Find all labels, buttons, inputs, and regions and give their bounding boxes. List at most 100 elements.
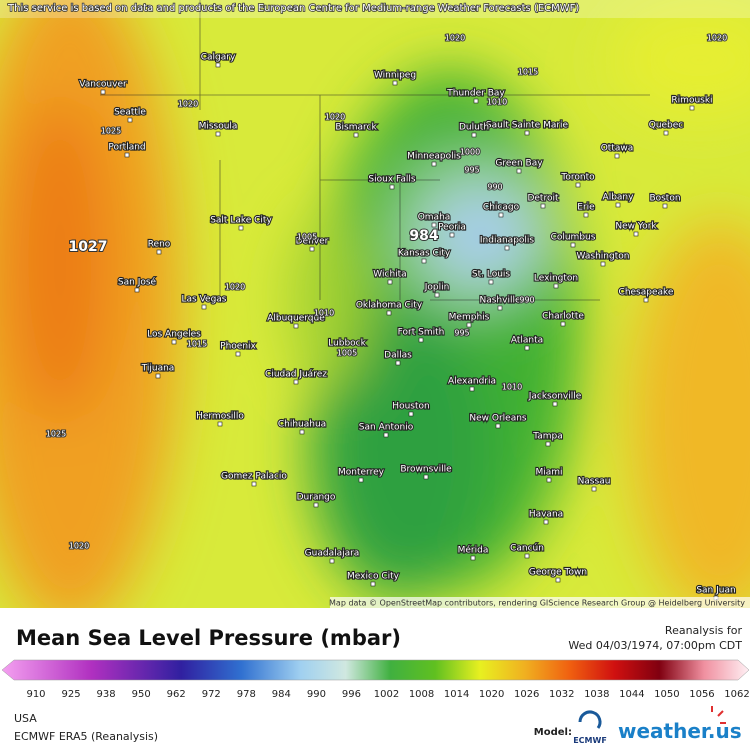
city-label: Sault Sainte Marie — [486, 121, 569, 131]
credit-bg — [330, 597, 750, 608]
city-label: Memphis — [449, 313, 490, 323]
city-marker — [421, 258, 427, 264]
map: This service is based on data and produc… — [0, 0, 750, 630]
isobar-label: 1010 — [314, 309, 334, 318]
city-marker — [524, 130, 530, 136]
isobar-label: 1015 — [187, 340, 207, 349]
city-label: Tampa — [532, 432, 563, 442]
city-marker — [469, 386, 475, 392]
city-marker — [124, 152, 130, 158]
colorbar-tick-label: 1044 — [619, 689, 644, 700]
city-marker — [497, 305, 503, 311]
city-label: Erie — [577, 203, 595, 213]
city-marker — [156, 249, 162, 255]
city-marker — [498, 212, 504, 218]
city-label: Durango — [297, 493, 336, 503]
city-label: Cancún — [510, 544, 544, 554]
city-label: Houston — [392, 402, 429, 412]
city-label: Wichita — [373, 270, 406, 280]
colorbar-tick-label: 1002 — [374, 689, 399, 700]
ecmwf-icon — [578, 710, 602, 729]
city-label: Sioux Falls — [368, 175, 415, 185]
city-label: Chesapeake — [619, 288, 674, 298]
city-marker — [600, 261, 606, 267]
city-marker — [313, 502, 319, 508]
city-marker — [560, 321, 566, 327]
city-marker — [383, 432, 389, 438]
isobar-label: 1020 — [178, 100, 198, 109]
city-label: Oklahoma City — [356, 301, 423, 311]
city-label: New York — [615, 222, 657, 232]
city-label: Mérida — [458, 545, 489, 556]
city-marker — [575, 182, 581, 188]
colorbar-tick-label: 1032 — [549, 689, 574, 700]
city-label: Tijuana — [141, 364, 175, 374]
isobar-label: 1020 — [325, 113, 345, 122]
city-marker — [201, 304, 207, 310]
city-marker — [473, 98, 479, 104]
city-marker — [387, 279, 393, 285]
city-label: Nassau — [578, 477, 611, 487]
city-marker — [488, 279, 494, 285]
isobar-label: 1025 — [46, 430, 66, 439]
city-label: Winnipeg — [374, 71, 416, 81]
city-label: Chicago — [483, 203, 520, 213]
city-marker — [470, 555, 476, 561]
city-marker — [217, 421, 223, 427]
colorbar-tick-label: 1026 — [514, 689, 539, 700]
city-label: Peoria — [438, 223, 466, 233]
city-marker — [540, 203, 546, 209]
city-marker — [309, 246, 315, 252]
city-marker — [299, 429, 305, 435]
city-marker — [329, 558, 335, 564]
city-label: Quebec — [649, 121, 684, 131]
city-label: Chihuahua — [278, 420, 326, 430]
city-label: Atlanta — [511, 336, 543, 346]
city-marker — [583, 212, 589, 218]
city-label: Hermosillo — [196, 412, 244, 422]
city-label: Monterrey — [338, 468, 385, 478]
city-marker — [171, 339, 177, 345]
city-label: George Town — [529, 568, 587, 578]
city-marker — [615, 202, 621, 208]
city-marker — [516, 168, 522, 174]
city-marker — [524, 345, 530, 351]
city-marker — [293, 323, 299, 329]
isobar-label: 995 — [464, 166, 479, 175]
colorbar-tick-label: 1020 — [479, 689, 504, 700]
isobar-label: 984 — [409, 228, 438, 244]
city-marker — [353, 132, 359, 138]
city-label: Los Angeles — [147, 330, 201, 340]
city-label: Missoula — [199, 122, 238, 132]
city-label: Lubbock — [328, 339, 366, 349]
isobar-label: 1020 — [69, 542, 89, 551]
city-label: Detroit — [527, 194, 559, 204]
city-label: St. Louis — [472, 270, 511, 280]
city-label: Mexico City — [347, 572, 400, 582]
city-label: Rimouski — [671, 96, 712, 106]
isobar-labels: 1020 1020 1015 1020 1025 1027 1020 1010 1000 995 9… — [45, 33, 728, 552]
city-marker — [643, 297, 649, 303]
city-marker — [431, 161, 437, 167]
city-label: Alexandria — [448, 377, 496, 387]
city-label: Guadalajara — [305, 549, 360, 559]
isobar-label: 1005 — [297, 233, 317, 242]
city-marker — [471, 132, 477, 138]
city-label: Gomez Palacio — [221, 472, 287, 482]
colorbar-tick-label: 1056 — [689, 689, 714, 700]
city-marker — [389, 184, 395, 190]
city-label: Nashville — [479, 296, 520, 306]
attribution-bg — [0, 0, 750, 18]
city-label: Las Vegas — [182, 295, 227, 305]
city-label: Duluth — [459, 123, 489, 133]
city-label: Jacksonville — [528, 392, 582, 402]
colorbar-tick-label: 984 — [272, 689, 291, 700]
city-marker — [495, 423, 501, 429]
city-label: Charlotte — [542, 312, 584, 322]
city-label: Ciudad Juárez — [265, 370, 327, 380]
city-label: Denver — [296, 237, 329, 247]
isobar-label: 1027 — [69, 239, 108, 255]
isobar-label: 1010 — [502, 383, 522, 392]
colorbar-tick-label: 996 — [342, 689, 361, 700]
isobar-label: 1000 — [460, 148, 480, 157]
